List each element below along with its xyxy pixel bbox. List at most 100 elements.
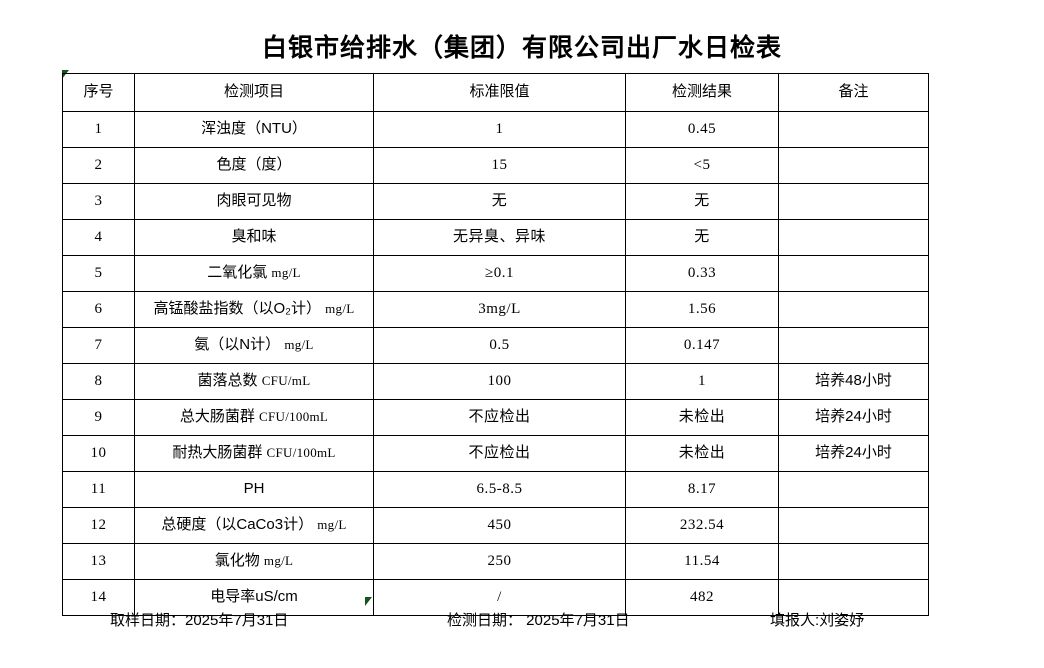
cell-item: PH (134, 471, 374, 508)
cell-no-text: 12 (90, 517, 107, 534)
cell-remark (778, 507, 929, 544)
cell-item: 肉眼可见物 (134, 183, 374, 220)
cell-no: 8 (62, 363, 135, 400)
cell-remark-text: 培养24小时 (815, 444, 892, 462)
cell-item-name: 色度（度） (216, 156, 292, 174)
cell-limit-text: 100 (487, 373, 512, 390)
cell-no: 5 (62, 255, 135, 292)
cell-limit-text: 1 (495, 121, 504, 138)
cell-result: 无 (625, 219, 779, 256)
cell-limit: ≥0.1 (373, 255, 626, 292)
cell-result: 11.54 (625, 543, 779, 580)
table-row: 1 浑浊度（NTU） 1 0.45 (62, 111, 929, 148)
cell-limit-text: 不应检出 (468, 445, 531, 462)
cell-item: 总硬度（以CaCo3计） mg/L (134, 507, 374, 544)
cell-result-text: 482 (690, 589, 714, 606)
cell-remark (778, 579, 929, 616)
column-header-result: 检测结果 (625, 73, 779, 112)
cell-result-text: 11.54 (684, 553, 720, 570)
cell-remark: 培养24小时 (778, 435, 929, 472)
cell-limit-text: 0.5 (489, 337, 510, 354)
cell-no-text: 6 (94, 301, 103, 318)
cell-item: 色度（度） (134, 147, 374, 184)
cell-remark-text: 培养48小时 (815, 372, 892, 390)
cell-no: 10 (62, 435, 135, 472)
cell-no-text: 9 (94, 409, 103, 426)
cell-item-unit: CFU/mL (261, 373, 311, 389)
table-body: 1 浑浊度（NTU） 1 0.45 2 色度（度） 15 <5 3 肉眼可见物无无 4 臭和味 无异臭、… (62, 111, 929, 616)
cell-item-unit: mg/L (271, 265, 301, 281)
page-title: 白银市给排水（集团）有限公司出厂水日检表 (261, 34, 782, 62)
cell-item-name: 总硬度（以CaCo3计） (161, 516, 314, 534)
cell-no: 3 (62, 183, 135, 220)
cell-limit-text: 无 (491, 193, 508, 210)
cell-result-text: 0.147 (683, 337, 721, 354)
table-row: 6 高锰酸盐指数（以O₂计） mg/L 3mg/L 1.56 (62, 291, 929, 328)
cell-limit: 1 (373, 111, 626, 148)
cell-item: 高锰酸盐指数（以O₂计） mg/L (134, 291, 374, 328)
cell-item: 总大肠菌群 CFU/100mL (134, 399, 374, 436)
cell-item: 臭和味 (134, 219, 374, 256)
table-row: 7 氨（以N计） mg/L 0.5 0.147 (62, 327, 929, 364)
cell-item-name: 耐热大肠菌群 (172, 444, 263, 462)
table-row: 3 肉眼可见物 无 无 (62, 183, 929, 220)
cell-result-text: 未检出 (678, 409, 726, 426)
cell-result-text: <5 (693, 157, 711, 174)
table-row: 5 二氧化氯 mg/L ≥0.1 0.33 (62, 255, 929, 292)
cell-result: <5 (625, 147, 779, 184)
cell-remark (778, 219, 929, 256)
cell-result-text: 1.56 (687, 301, 717, 318)
table-row: 2 色度（度） 15 <5 (62, 147, 929, 184)
column-header-no: 序号 (62, 73, 135, 112)
cell-item-name: 氨（以N计） (194, 336, 281, 354)
cell-limit: 无异臭、异味 (373, 219, 626, 256)
cell-limit: 0.5 (373, 327, 626, 364)
cell-item: 耐热大肠菌群 CFU/100mL (134, 435, 374, 472)
sample-date: 取样日期：2025年7月31日 (110, 612, 289, 629)
cell-no: 4 (62, 219, 135, 256)
cell-item: 浑浊度（NTU） (134, 111, 374, 148)
cell-remark (778, 183, 929, 220)
column-header-remark: 备注 (778, 73, 929, 112)
cell-item-unit: mg/L (263, 553, 294, 569)
cell-limit: 6.5-8.5 (373, 471, 626, 508)
daily-inspection-table-container: 序号 检测项目 标准限值 检测结果 备注 1 浑浊度（NTU） 1 0.45 2 色度（度… (62, 73, 929, 616)
cell-remark (778, 147, 929, 184)
cell-item: 氨（以N计） mg/L (134, 327, 374, 364)
table-row: 8 菌落总数 CFU/mL 100 1 培养48小时 (62, 363, 929, 400)
table-row: 14 电导率uS/cm / 482 (62, 579, 929, 616)
cell-result: 0.33 (625, 255, 779, 292)
cell-item-name: 总大肠菌群 (179, 408, 255, 426)
cell-remark (778, 471, 929, 508)
cell-item: 二氧化氯 mg/L (134, 255, 374, 292)
cell-item-name: 二氧化氯 (207, 264, 268, 282)
cell-item-unit: CFU/100mL (266, 445, 336, 461)
cell-no-text: 8 (94, 373, 103, 390)
cell-item-unit: mg/L (325, 301, 355, 317)
cell-item-name: 浑浊度（NTU） (201, 120, 307, 138)
cell-no: 12 (62, 507, 135, 544)
cell-no: 14 (62, 579, 135, 616)
table-row: 10 耐热大肠菌群 CFU/100mL 不应检出 未检出 培养24小时 (62, 435, 929, 472)
table-row: 4 臭和味 无异臭、异味 无 (62, 219, 929, 256)
table-row: 13 氯化物 mg/L 250 11.54 (62, 543, 929, 580)
cell-item-unit: CFU/100mL (259, 409, 329, 425)
cell-result-text: 0.33 (687, 265, 717, 282)
table-header-row: 序号 检测项目 标准限值 检测结果 备注 (62, 73, 929, 112)
cell-no: 13 (62, 543, 135, 580)
cell-item-name: 臭和味 (231, 228, 277, 246)
cell-no-text: 7 (94, 337, 103, 354)
cell-no-text: 4 (94, 229, 103, 246)
cell-limit: 3mg/L (373, 291, 626, 328)
cell-limit-text: 6.5-8.5 (476, 481, 523, 498)
cell-no-text: 1 (94, 121, 103, 138)
cell-no: 6 (62, 291, 135, 328)
cell-result: 0.45 (625, 111, 779, 148)
cell-no: 9 (62, 399, 135, 436)
cell-no-text: 14 (90, 589, 107, 606)
cell-result: 8.17 (625, 471, 779, 508)
cell-limit-text: 3mg/L (478, 301, 521, 318)
cell-item-name: 肉眼可见物 (216, 192, 292, 210)
cell-limit-text: 250 (487, 553, 512, 570)
cell-item-name: 氯化物 (214, 552, 260, 570)
